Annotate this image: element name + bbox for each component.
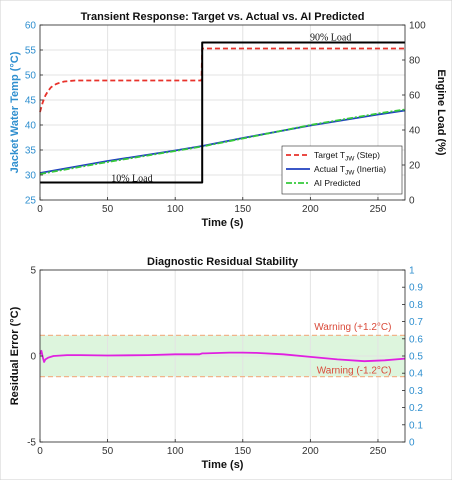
chart1-y-axis-label: Jacket Water Temp (°C) bbox=[9, 51, 21, 173]
chart1-x-tick-label: 0 bbox=[37, 204, 43, 215]
chart1-y-tick-label: 60 bbox=[25, 21, 37, 32]
chart1-series-engine-load bbox=[40, 41, 405, 184]
legend-box bbox=[281, 145, 403, 195]
chart2-y2-tick-label: 0.5 bbox=[409, 352, 423, 363]
chart1-x-axis-label: Time (s) bbox=[202, 217, 244, 229]
chart1-y2-axis-label: Engine Load (%) bbox=[435, 69, 447, 156]
legend-entry-subscript: JW bbox=[345, 156, 355, 163]
chart2-x-tick-label: 200 bbox=[302, 446, 319, 457]
chart1-annotation-1: 10% Load bbox=[111, 174, 152, 185]
chart2-y-tick-label: 0 bbox=[30, 352, 36, 363]
chart1-annotation-2: 90% Load bbox=[310, 33, 351, 44]
chart2-x-tick-label: 50 bbox=[102, 446, 114, 457]
chart2-x-tick-label: 250 bbox=[370, 446, 387, 457]
legend-entry-tail: (Step) bbox=[354, 150, 380, 160]
chart1-y2-tick-label: 40 bbox=[409, 126, 421, 137]
chart2-series-residual bbox=[39, 349, 406, 363]
chart1-x-tick-label: 50 bbox=[102, 204, 114, 215]
chart1-x-tick-label: 100 bbox=[167, 204, 184, 215]
chart1-series-ai-predicted bbox=[39, 108, 406, 175]
chart2-y2-tick-label: 0.2 bbox=[409, 403, 423, 414]
legend-entry-main: Target T bbox=[314, 150, 345, 160]
chart2-annotation-2: Warning (-1.2°C) bbox=[317, 366, 392, 377]
legend-entry-subscript: JW bbox=[345, 170, 355, 177]
chart1-y2-tick-label: 80 bbox=[409, 56, 421, 67]
chart2-x-tick-label: 100 bbox=[167, 446, 184, 457]
legend-entry-main: Actual T bbox=[314, 164, 345, 174]
chart2-y2-tick-label: 0.8 bbox=[409, 300, 423, 311]
chart1-y2-tick-label: 0 bbox=[409, 196, 415, 207]
chart1-axes-frame bbox=[39, 24, 406, 201]
chart2-x-tick-label: 0 bbox=[37, 446, 43, 457]
chart1-y-tick-label: 30 bbox=[25, 171, 37, 182]
chart2-y2-tick-label: 0.3 bbox=[409, 386, 423, 397]
chart2-y2-tick-label: 0.9 bbox=[409, 283, 423, 294]
chart2-y2-tick-label: 0.7 bbox=[409, 317, 423, 328]
chart2-y2-tick-label: 0 bbox=[409, 438, 415, 449]
chart2-y2-tick-label: 0.4 bbox=[409, 369, 423, 380]
chart1-y2-tick-label: 20 bbox=[409, 161, 421, 172]
legend-entry: Target TJW (Step) bbox=[314, 150, 380, 163]
chart1-y-tick-label: 50 bbox=[25, 71, 37, 82]
chart2-y2-tick-label: 0.1 bbox=[409, 420, 423, 431]
chart1-title: Transient Response: Target vs. Actual vs… bbox=[81, 11, 365, 23]
chart2-annotation-1: Warning (+1.2°C) bbox=[314, 322, 391, 333]
legend-entry-main: AI Predicted bbox=[314, 178, 361, 188]
chart2-y2-tick-label: 0.6 bbox=[409, 334, 423, 345]
chart2-x-tick-label: 150 bbox=[234, 446, 251, 457]
legend-entry-tail: (Inertia) bbox=[354, 164, 386, 174]
chart1-y-tick-label: 40 bbox=[25, 121, 37, 132]
chart1-y-tick-label: 45 bbox=[25, 96, 37, 107]
chart1-x-tick-label: 150 bbox=[234, 204, 251, 215]
chart2-x-axis-label: Time (s) bbox=[202, 459, 244, 471]
chart2-y-tick-label: 5 bbox=[30, 266, 36, 277]
chart1-y-tick-label: 35 bbox=[25, 146, 37, 157]
chart2-y2-tick-label: 1 bbox=[409, 266, 415, 277]
chart1-y2-tick-label: 100 bbox=[409, 21, 426, 32]
chart2-title: Diagnostic Residual Stability bbox=[147, 256, 299, 268]
legend-entry: AI Predicted bbox=[314, 178, 361, 188]
chart1-x-tick-label: 250 bbox=[370, 204, 387, 215]
chart1-y2-tick-label: 60 bbox=[409, 91, 421, 102]
chart1-x-tick-label: 200 bbox=[302, 204, 319, 215]
chart2-y-tick-label: -5 bbox=[27, 438, 36, 449]
legend-entry: Actual TJW (Inertia) bbox=[314, 164, 386, 177]
chart1-y-tick-label: 25 bbox=[25, 196, 37, 207]
chart2-y-axis-label: Residual Error (°C) bbox=[9, 306, 21, 405]
chart1-y-tick-label: 55 bbox=[25, 46, 37, 57]
